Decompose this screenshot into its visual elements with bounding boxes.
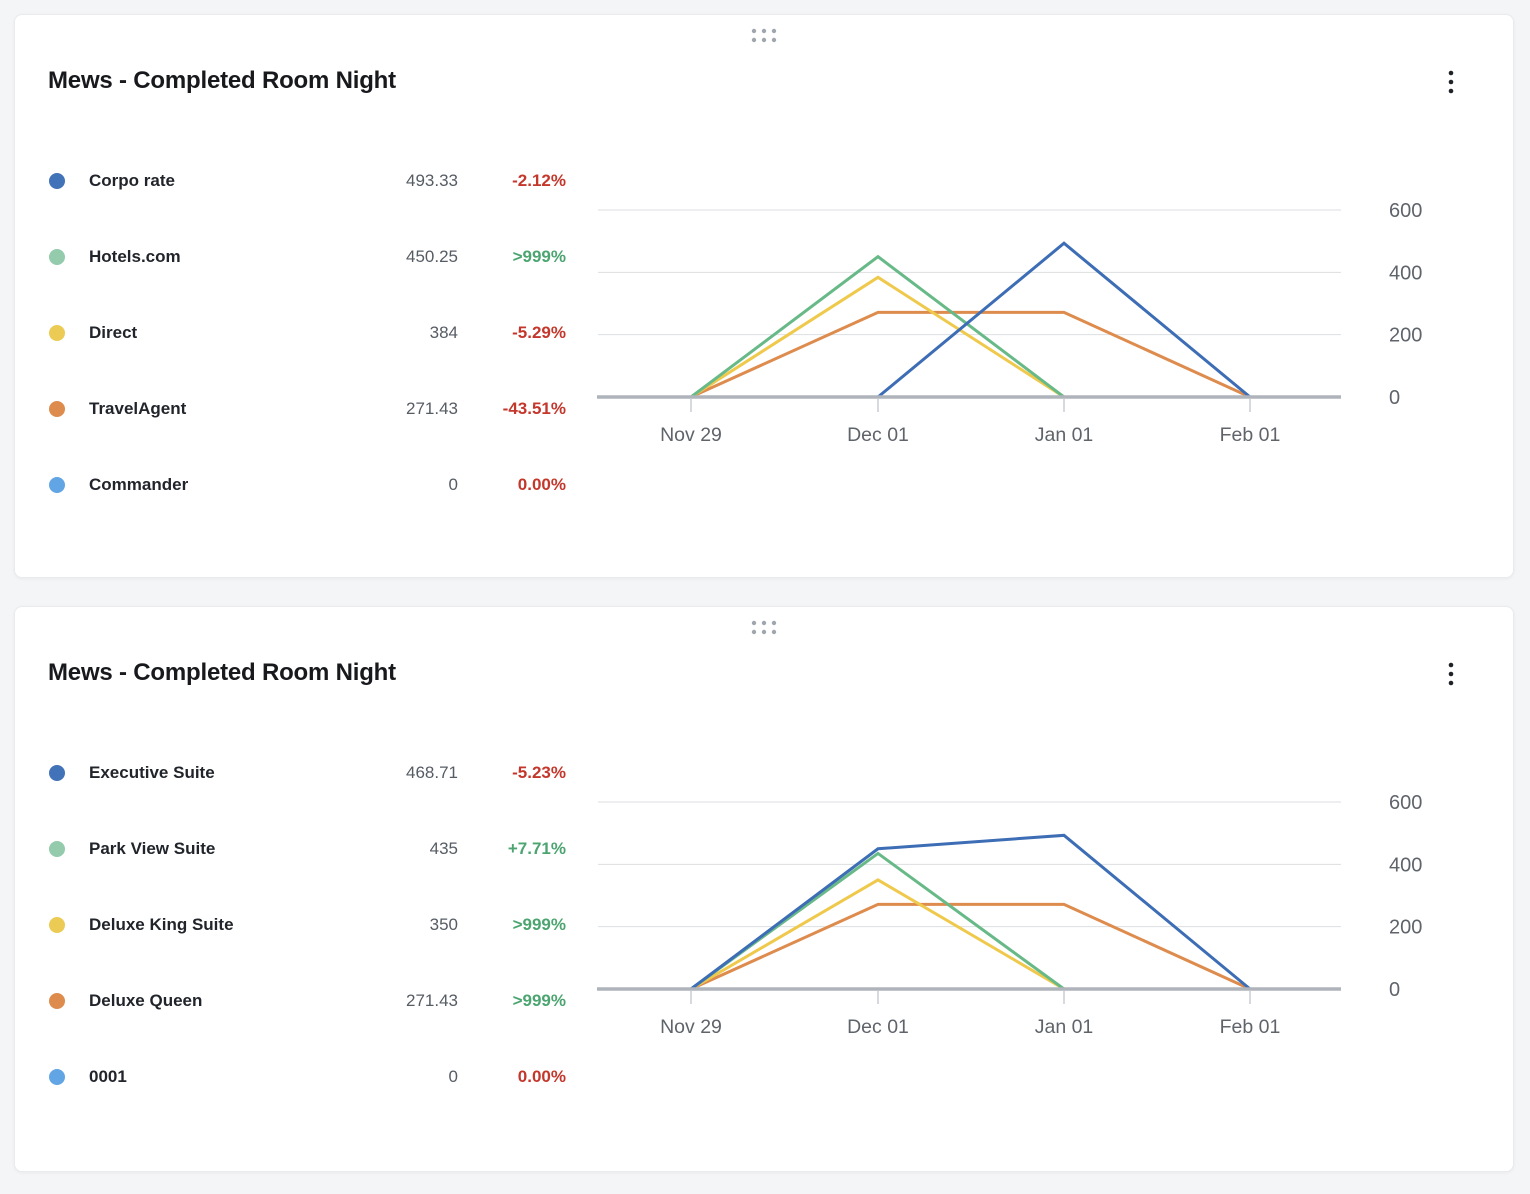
card-title: Mews - Completed Room Night [48,659,396,686]
series-label: Direct [89,323,138,342]
series-label: TravelAgent [89,399,187,418]
legend-item[interactable]: Commander 0 0.00% [49,472,566,498]
x-axis-label: Feb 01 [1220,424,1281,446]
series-value: 384 [429,323,458,342]
series-line-park-view-suite [690,851,1065,991]
series-value: 0 [448,475,458,494]
series-line-hotels-com [690,254,1065,399]
series-label: Commander [89,475,189,494]
series-line-corpo-rate [877,241,1251,399]
series-color-dot [49,249,65,265]
y-axis-label: 0 [1389,387,1400,409]
series-label: Hotels.com [89,247,181,266]
series-color-dot [49,401,65,417]
legend-item[interactable]: Corpo rate 493.33 -2.12% [49,168,566,194]
legend-item[interactable]: Deluxe Queen 271.43 >999% [49,988,566,1014]
series-value: 435 [429,839,458,858]
y-axis-label: 600 [1389,200,1422,222]
line-chart[interactable]: Nov 29 Dec 01 Jan 01 Feb 01 600 400 200 0 [591,161,1491,461]
legend-item[interactable]: Hotels.com 450.25 >999% [49,244,566,270]
series-change-badge: >999% [512,247,566,266]
series-label: Executive Suite [89,763,215,782]
series-change-badge: -5.23% [512,763,566,782]
series-change-badge: -5.29% [512,323,566,342]
series-color-dot [49,477,65,493]
series-value: 493.33 [406,171,458,190]
y-axis-label: 200 [1389,325,1422,347]
legend: Executive Suite 468.71 -5.23% Park View Sui… [49,760,566,1090]
y-axis-label: 400 [1389,854,1422,876]
x-axis-label: Nov 29 [660,1016,722,1038]
legend: Corpo rate 493.33 -2.12% Hotels.com 450.25 >9… [49,168,566,498]
legend-item[interactable]: Deluxe King Suite 350 >999% [49,912,566,938]
series-color-dot [49,917,65,933]
series-line-travelagent [690,310,1251,399]
series-line-executive-suite [690,833,1251,991]
drag-handle-icon[interactable] [745,25,783,50]
y-axis-label: 200 [1389,917,1422,939]
series-change-badge: +7.71% [507,839,566,858]
legend-item[interactable]: Executive Suite 468.71 -5.23% [49,760,566,786]
series-line-direct [690,275,1065,399]
series-change-badge: >999% [512,991,566,1010]
series-color-dot [49,173,65,189]
widget-card-room-night-room-types: Mews - Completed Room Night Executive Su… [14,606,1514,1172]
legend-item[interactable]: Park View Suite 435 +7.71% [49,836,566,862]
widget-card-room-night-channels: Mews - Completed Room Night Corpo rate 49… [14,14,1514,578]
y-axis-label: 600 [1389,792,1422,814]
legend-item[interactable]: Direct 384 -5.29% [49,320,566,346]
series-label: Corpo rate [89,171,175,190]
x-axis-label: Jan 01 [1035,1016,1094,1038]
kebab-menu-icon[interactable] [1441,655,1461,696]
line-chart[interactable]: Nov 29 Dec 01 Jan 01 Feb 01 600 400 200 0 [591,753,1491,1053]
series-value: 450.25 [406,247,458,266]
series-color-dot [49,765,65,781]
x-axis-label: Dec 01 [847,424,909,446]
legend-item[interactable]: TravelAgent 271.43 -43.51% [49,396,566,422]
series-color-dot [49,841,65,857]
series-change-badge: -2.12% [512,171,566,190]
series-color-dot [49,1069,65,1085]
legend-item[interactable]: 0001 0 0.00% [49,1064,566,1090]
x-axis-label: Jan 01 [1035,424,1094,446]
series-change-badge: 0.00% [517,475,566,494]
y-axis-label: 400 [1389,262,1422,284]
series-value: 350 [429,915,458,934]
series-change-badge: 0.00% [517,1067,566,1086]
series-label: Deluxe King Suite [89,915,234,934]
series-color-dot [49,325,65,341]
series-label: Park View Suite [89,839,216,858]
y-axis-label: 0 [1389,979,1400,1001]
drag-handle-icon[interactable] [745,617,783,642]
series-color-dot [49,993,65,1009]
series-line-deluxe-king-suite [690,878,1065,991]
series-value: 0 [448,1067,458,1086]
kebab-menu-icon[interactable] [1441,63,1461,104]
x-axis-label: Feb 01 [1220,1016,1281,1038]
card-title: Mews - Completed Room Night [48,67,396,94]
series-value: 271.43 [406,399,458,418]
x-axis-label: Nov 29 [660,424,722,446]
series-line-deluxe-queen [690,902,1251,991]
series-label: Deluxe Queen [89,991,203,1010]
series-value: 271.43 [406,991,458,1010]
series-change-badge: -43.51% [502,399,566,418]
series-change-badge: >999% [512,915,566,934]
series-label: 0001 [89,1067,127,1086]
series-value: 468.71 [406,763,458,782]
x-axis-label: Dec 01 [847,1016,909,1038]
